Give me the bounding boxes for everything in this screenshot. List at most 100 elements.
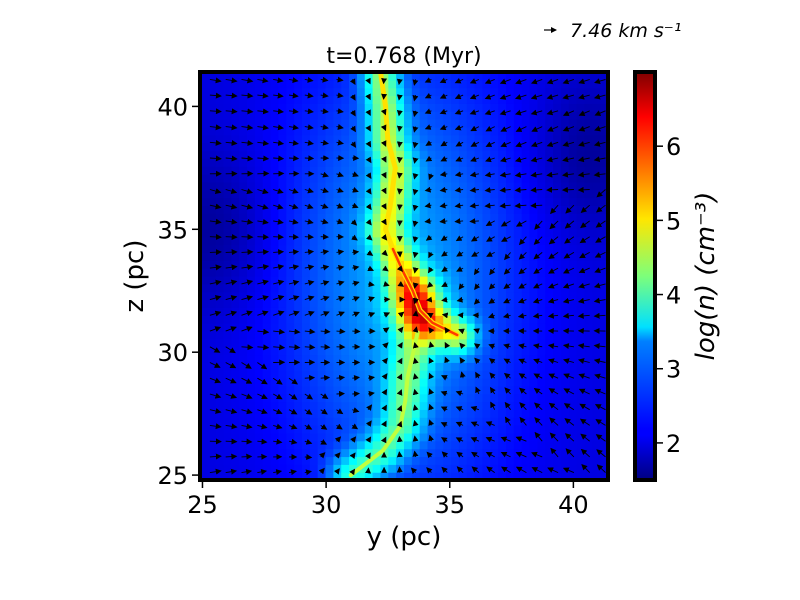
density-cell <box>286 182 294 190</box>
density-cell <box>286 339 294 347</box>
density-cell <box>553 456 561 464</box>
density-cell <box>467 378 475 386</box>
density-cell <box>420 150 428 158</box>
density-cell <box>577 402 585 410</box>
density-cell <box>561 198 569 206</box>
density-cell <box>584 441 592 449</box>
density-cell <box>231 103 239 111</box>
density-cell <box>592 182 600 190</box>
density-cell <box>553 315 561 323</box>
density-cell <box>537 174 545 182</box>
density-cell <box>490 292 498 300</box>
density-cell <box>224 229 232 237</box>
density-cell <box>435 394 443 402</box>
density-cell <box>530 103 538 111</box>
density-cell <box>310 88 318 96</box>
velocity-arrow <box>210 252 221 253</box>
density-cell <box>333 182 341 190</box>
density-cell <box>333 378 341 386</box>
density-cell <box>475 190 483 198</box>
density-cell <box>216 339 224 347</box>
density-cell <box>216 111 224 119</box>
density-cell <box>592 347 600 355</box>
density-cell <box>365 315 373 323</box>
density-cell <box>584 323 592 331</box>
density-cell <box>239 433 247 441</box>
density-cell <box>255 96 263 104</box>
velocity-arrow <box>305 347 315 348</box>
density-cell <box>506 456 514 464</box>
density-cell <box>333 323 341 331</box>
density-cell <box>577 347 585 355</box>
density-cell <box>561 190 569 198</box>
density-cell <box>396 378 404 386</box>
density-cell <box>388 292 396 300</box>
density-cell <box>349 323 357 331</box>
density-cell <box>302 80 310 88</box>
density-cell <box>302 158 310 166</box>
density-cell <box>459 111 467 119</box>
density-cell <box>475 339 483 347</box>
density-cell <box>278 354 286 362</box>
density-cell <box>294 284 302 292</box>
density-cell <box>514 331 522 339</box>
density-cell <box>396 103 404 111</box>
density-cell <box>365 229 373 237</box>
density-cell <box>577 464 585 472</box>
density-cell <box>584 378 592 386</box>
density-cell <box>569 425 577 433</box>
density-cell <box>365 378 373 386</box>
density-cell <box>475 300 483 308</box>
density-cell <box>498 119 506 127</box>
density-cell <box>404 331 412 339</box>
density-cell <box>224 158 232 166</box>
density-cell <box>530 292 538 300</box>
density-cell <box>302 182 310 190</box>
density-cell <box>216 198 224 206</box>
density-cell <box>247 111 255 119</box>
density-cell <box>326 284 334 292</box>
density-cell <box>239 135 247 143</box>
y-tick-label: 35 <box>157 216 188 244</box>
density-cell <box>420 119 428 127</box>
density-cell <box>584 347 592 355</box>
density-cell <box>231 449 239 457</box>
density-cell <box>404 182 412 190</box>
density-cell <box>216 307 224 315</box>
density-cell <box>396 221 404 229</box>
density-cell <box>553 323 561 331</box>
density-cell <box>255 433 263 441</box>
density-cell <box>498 456 506 464</box>
density-cell <box>506 198 514 206</box>
density-cell <box>506 150 514 158</box>
density-cell <box>373 417 381 425</box>
density-cell <box>498 386 506 394</box>
velocity-arrow <box>399 142 400 146</box>
density-cell <box>255 331 263 339</box>
density-cell <box>428 190 436 198</box>
density-cell <box>263 119 271 127</box>
density-cell <box>224 402 232 410</box>
density-cell <box>569 331 577 339</box>
density-cell <box>255 221 263 229</box>
density-cell <box>255 143 263 151</box>
density-cell <box>357 300 365 308</box>
density-cell <box>459 449 467 457</box>
density-cell <box>310 260 318 268</box>
density-cell <box>443 198 451 206</box>
density-cell <box>553 221 561 229</box>
density-cell <box>584 362 592 370</box>
density-cell <box>318 433 326 441</box>
density-cell <box>208 221 216 229</box>
density-cell <box>247 198 255 206</box>
density-cell <box>310 433 318 441</box>
density-cell <box>341 315 349 323</box>
density-cell <box>373 150 381 158</box>
density-cell <box>420 276 428 284</box>
density-cell <box>310 362 318 370</box>
density-cell <box>294 362 302 370</box>
density-cell <box>278 80 286 88</box>
density-cell <box>482 378 490 386</box>
density-cell <box>506 441 514 449</box>
